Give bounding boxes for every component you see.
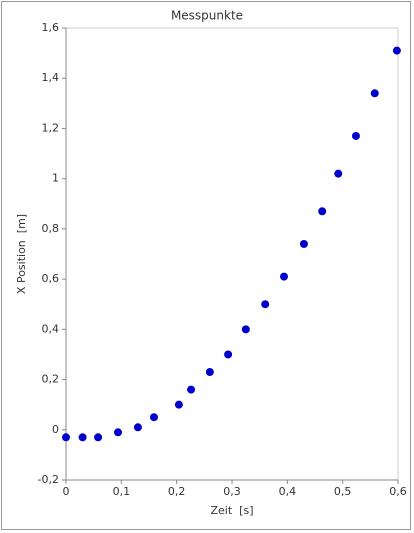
y-tick-label: 1,4 [42, 71, 60, 84]
x-tick-label: 0,5 [334, 485, 352, 498]
x-tick-label: 0,3 [223, 485, 241, 498]
x-tick-label: 0,4 [279, 485, 297, 498]
point [78, 433, 87, 442]
y-tick-label: 1 [52, 172, 59, 185]
point [62, 433, 70, 442]
y-axis-label: X Position [m] [15, 214, 28, 294]
point [280, 272, 289, 281]
y-tick-label: -0,2 [38, 473, 59, 486]
x-tick-label: 0 [63, 485, 70, 498]
x-tick-label: 0,1 [113, 485, 131, 498]
point [187, 385, 196, 394]
x-tick-label: 0,2 [168, 485, 186, 498]
y-tick-label: 1,2 [42, 121, 60, 134]
point [299, 239, 308, 248]
y-tick-label: 0,2 [42, 373, 60, 386]
point [318, 207, 327, 216]
x-tick-label: 0,6 [389, 485, 407, 498]
point [133, 423, 142, 432]
chart-title: Messpunkte [171, 9, 243, 23]
point [149, 413, 158, 422]
point [241, 325, 250, 334]
point [94, 433, 103, 442]
point [205, 368, 214, 377]
point [114, 428, 123, 437]
y-tick-label: 0,4 [42, 322, 60, 335]
point [224, 350, 233, 359]
point [334, 169, 343, 178]
y-tick-label: 1,6 [42, 21, 60, 34]
x-axis-label: Zeit [s] [211, 504, 254, 517]
point [174, 400, 183, 409]
point [261, 300, 270, 309]
point [351, 131, 360, 140]
point [392, 46, 401, 55]
y-tick-label: 0 [52, 423, 59, 436]
point [370, 89, 379, 98]
y-tick-label: 0,6 [42, 272, 60, 285]
y-tick-label: 0,8 [42, 222, 60, 235]
